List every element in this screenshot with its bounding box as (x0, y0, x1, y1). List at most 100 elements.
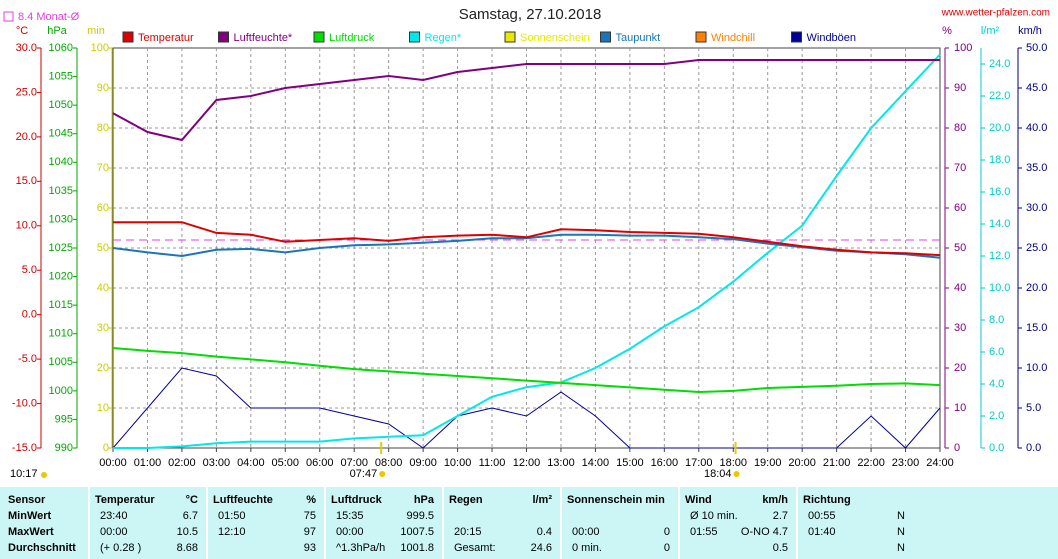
y-tick-label: 20.0 (989, 122, 1010, 134)
table-cell: 0.4 (536, 526, 552, 538)
series-line (113, 221, 941, 257)
legend-swatch (504, 31, 516, 43)
table-cell: 93 (303, 542, 316, 554)
axis-unit: min (87, 25, 105, 37)
y-tick-label: 100 (954, 42, 972, 54)
y-tick-label: 20.0 (16, 131, 37, 143)
y-tick-label: 10.0 (989, 282, 1010, 294)
sunset-label: 18:04 (704, 468, 732, 480)
table-cell: 6.7 (182, 510, 198, 522)
y-tick-label: 80 (97, 122, 109, 134)
y-tick-label: 40.0 (1026, 122, 1047, 134)
column-separator (560, 487, 562, 559)
y-tick-label: 0 (954, 442, 960, 454)
y-tick-label: 0.0 (1026, 442, 1041, 454)
column-separator (796, 487, 798, 559)
x-tick-label: 13:00 (547, 457, 575, 469)
legend-label: Taupunkt (616, 32, 661, 44)
table-header-cell: hPa (413, 494, 434, 506)
x-tick-label: 22:00 (857, 457, 885, 469)
sunset-icon (733, 471, 740, 477)
y-tick-label: 0 (103, 442, 109, 454)
table-cell: ^1.3hPa/h (336, 542, 386, 554)
y-tick-label: 40 (954, 282, 966, 294)
table-cell: (+ 0.28 ) (100, 542, 142, 554)
table-header-cell: Regen (449, 494, 483, 506)
table-cell: Gesamt: (454, 542, 496, 554)
y-tick-label: 2.0 (989, 410, 1004, 422)
axis-unit: % (942, 25, 952, 37)
x-tick-label: 15:00 (616, 457, 644, 469)
y-tick-label: 1030 (49, 213, 73, 225)
y-tick-label: 100 (91, 42, 109, 54)
y-tick-label: 40 (97, 282, 109, 294)
series-line (112, 347, 941, 394)
table-header-cell: km/h (762, 494, 788, 506)
table-header-cell: Sensor (8, 494, 46, 506)
table-cell: 2.7 (772, 510, 788, 522)
y-tick-label: -15.0 (12, 442, 37, 454)
y-tick-label: 24.0 (989, 58, 1010, 70)
x-tick-label: 03:00 (203, 457, 231, 469)
x-tick-label: 16:00 (651, 457, 679, 469)
legend-label: Sonnenschein (520, 32, 590, 44)
x-tick-label: 04:00 (237, 457, 265, 469)
table-cell: 0.5 (772, 542, 788, 554)
monthly-average-label: 8.4 Monat-Ø (18, 11, 80, 23)
table-row-label: MaxWert (8, 526, 54, 538)
y-tick-label: 30.0 (16, 42, 37, 54)
y-tick-label: 70 (97, 162, 109, 174)
y-tick-label: 50 (954, 242, 966, 254)
y-tick-label: 18.0 (989, 154, 1010, 166)
x-tick-label: 06:00 (306, 457, 334, 469)
table-header-cell: Richtung (803, 494, 851, 506)
y-tick-label: 20.0 (1026, 282, 1047, 294)
site-name: www.wetter-pfalzen.com (941, 8, 1050, 19)
y-tick-label: 4.0 (989, 378, 1004, 390)
table-cell: 8.68 (176, 542, 198, 554)
y-tick-label: 16.0 (989, 186, 1010, 198)
axis-unit: l/m² (981, 25, 1000, 37)
x-tick-label: 24:00 (926, 457, 954, 469)
legend-swatch (313, 31, 325, 43)
y-tick-label: -10.0 (12, 397, 37, 409)
table-header-cell: Luftdruck (331, 494, 382, 506)
table-header-cell: % (306, 494, 316, 506)
y-tick-label: 30.0 (1026, 202, 1047, 214)
table-row-label: MinWert (8, 510, 52, 522)
table-cell: 00:00 (572, 526, 600, 538)
y-tick-label: 1020 (49, 270, 73, 282)
y-tick-label: 20 (954, 362, 966, 374)
y-tick-label: 995 (55, 413, 73, 425)
table-cell: 24.6 (530, 542, 552, 554)
y-tick-label: 1060 (49, 42, 73, 54)
table-header-cell: Sonnenschein min (567, 494, 665, 506)
x-tick-label: 02:00 (168, 457, 196, 469)
y-tick-label: 70 (954, 162, 966, 174)
table-cell: Ø 10 min. (690, 510, 738, 522)
x-tick-label: 18:00 (719, 457, 747, 469)
y-tick-label: 8.0 (989, 314, 1004, 326)
table-cell: N (897, 510, 905, 522)
legend-label: Luftdruck (329, 32, 375, 44)
legend-swatch (122, 31, 134, 43)
y-tick-label: 1055 (49, 70, 73, 82)
column-separator (206, 487, 208, 559)
table-cell: 97 (303, 526, 316, 538)
y-tick-label: 60 (97, 202, 109, 214)
legend-swatch (695, 31, 707, 43)
y-tick-label: 1035 (49, 185, 73, 197)
table-cell: 00:55 (808, 510, 836, 522)
legend-label: Regen* (425, 32, 462, 44)
y-tick-label: 1000 (49, 385, 73, 397)
table-cell: 0 (663, 542, 670, 554)
table-cell: 01:40 (808, 526, 836, 538)
column-separator (442, 487, 444, 559)
series-line (113, 53, 941, 449)
legend-label: Windchill (711, 32, 755, 44)
x-tick-label: 11:00 (479, 457, 506, 469)
y-tick-label: 25.0 (1026, 242, 1047, 254)
monthly-average-value: 8.4 (18, 11, 33, 23)
table-header-cell: l/m² (532, 494, 552, 506)
column-separator (324, 487, 326, 559)
